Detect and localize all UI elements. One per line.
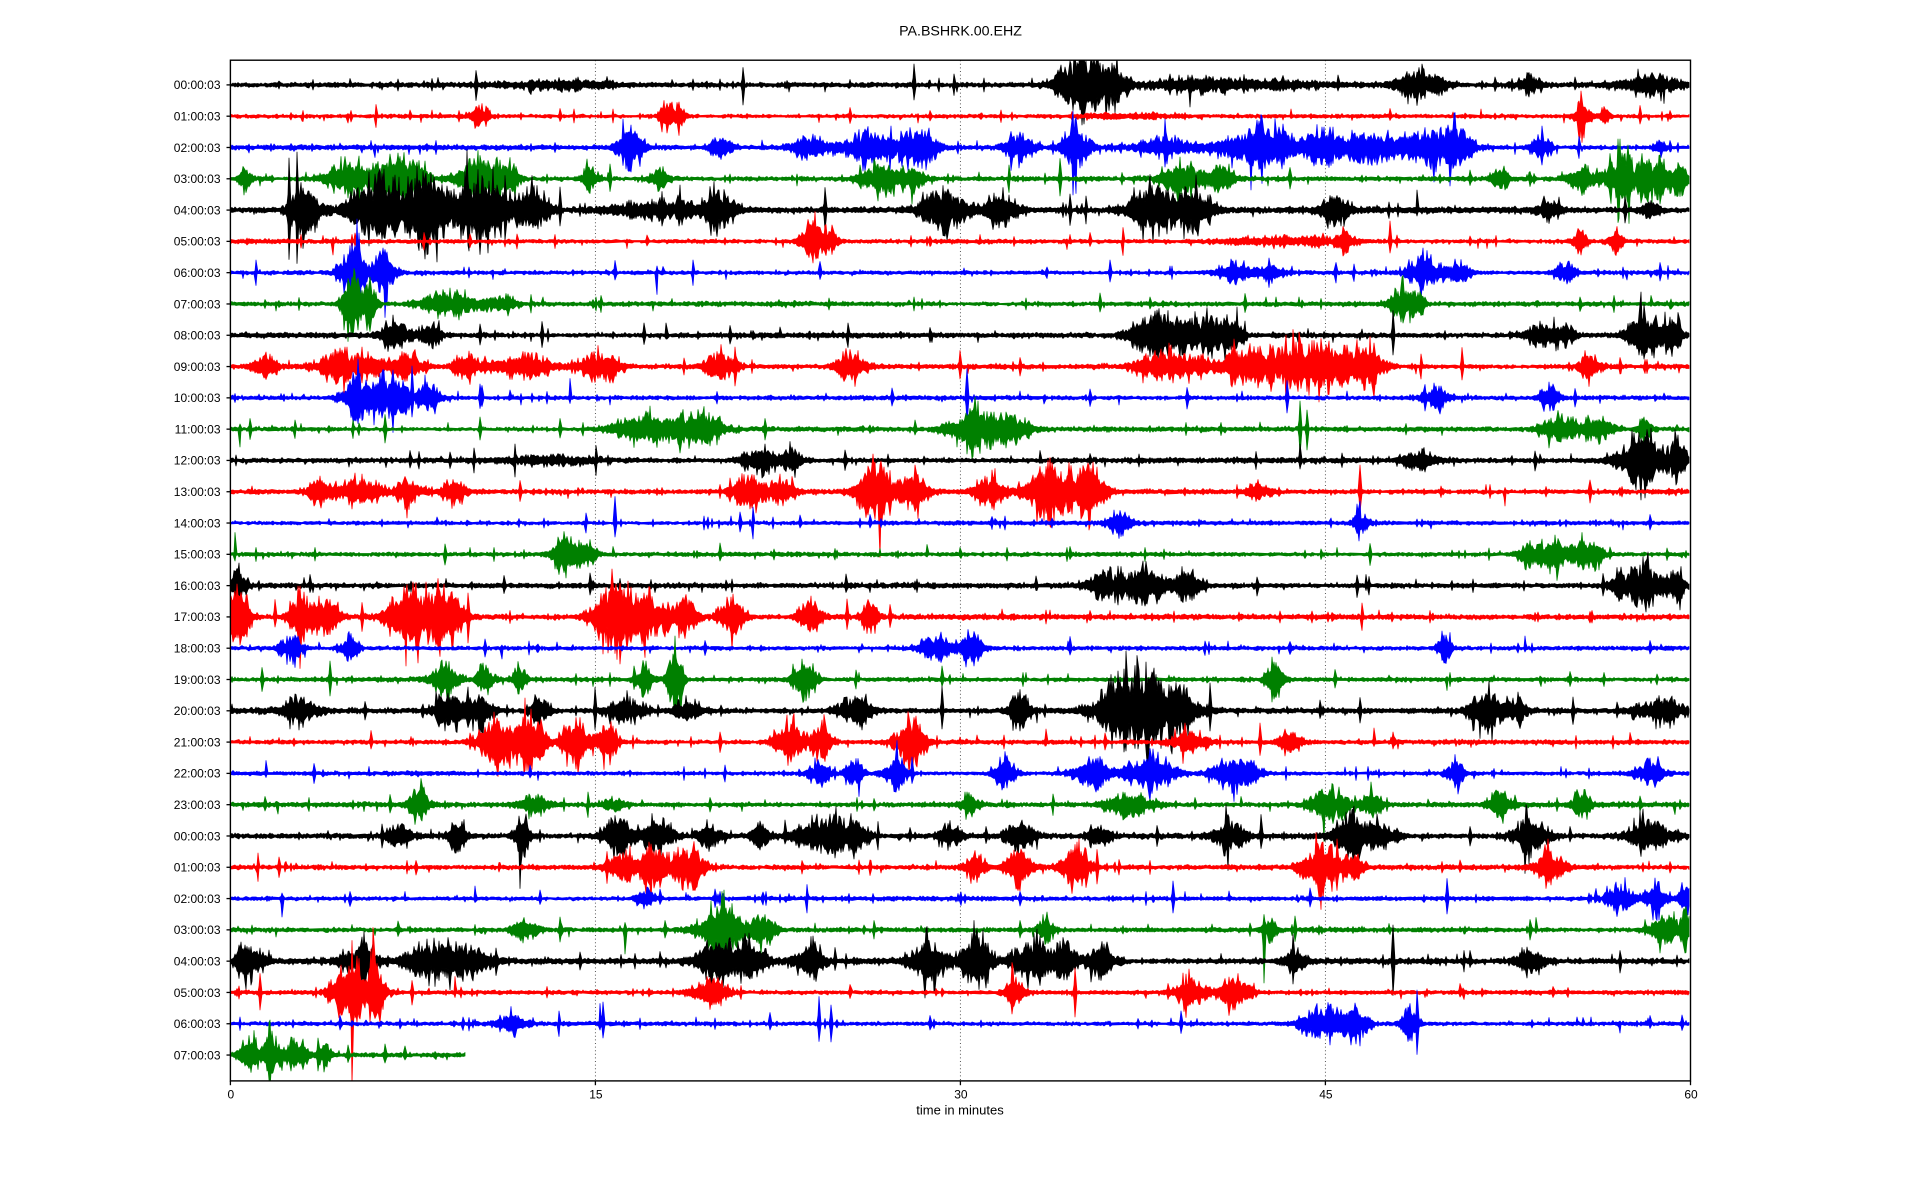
svg-text:23:00:03: 23:00:03 — [174, 798, 221, 812]
svg-text:19:00:03: 19:00:03 — [174, 673, 221, 687]
svg-text:00:00:03: 00:00:03 — [174, 78, 221, 92]
svg-text:00:00:03: 00:00:03 — [174, 829, 221, 843]
svg-text:06:00:03: 06:00:03 — [174, 1017, 221, 1031]
svg-text:14:00:03: 14:00:03 — [174, 516, 221, 530]
svg-text:09:00:03: 09:00:03 — [174, 360, 221, 374]
svg-text:08:00:03: 08:00:03 — [174, 329, 221, 343]
svg-text:20:00:03: 20:00:03 — [174, 704, 221, 718]
svg-text:01:00:03: 01:00:03 — [174, 110, 221, 124]
svg-text:11:00:03: 11:00:03 — [175, 422, 221, 436]
svg-text:02:00:03: 02:00:03 — [174, 141, 221, 155]
svg-text:02:00:03: 02:00:03 — [174, 892, 221, 906]
svg-text:03:00:03: 03:00:03 — [174, 172, 221, 186]
svg-text:10:00:03: 10:00:03 — [174, 391, 221, 405]
svg-text:06:00:03: 06:00:03 — [174, 266, 221, 280]
svg-text:17:00:03: 17:00:03 — [174, 610, 221, 624]
svg-text:30: 30 — [954, 1088, 968, 1102]
svg-text:05:00:03: 05:00:03 — [174, 986, 221, 1000]
svg-text:16:00:03: 16:00:03 — [174, 579, 221, 593]
svg-text:0: 0 — [228, 1088, 235, 1102]
svg-text:45: 45 — [1319, 1088, 1333, 1102]
svg-text:time in minutes: time in minutes — [916, 1102, 1004, 1117]
svg-text:13:00:03: 13:00:03 — [174, 485, 221, 499]
svg-text:15: 15 — [589, 1088, 603, 1102]
svg-text:21:00:03: 21:00:03 — [174, 735, 221, 749]
svg-text:07:00:03: 07:00:03 — [174, 1048, 221, 1062]
svg-text:15:00:03: 15:00:03 — [174, 548, 221, 562]
svg-text:12:00:03: 12:00:03 — [174, 454, 221, 468]
svg-text:01:00:03: 01:00:03 — [174, 861, 221, 875]
svg-text:04:00:03: 04:00:03 — [174, 203, 221, 217]
svg-text:04:00:03: 04:00:03 — [174, 955, 221, 969]
svg-text:03:00:03: 03:00:03 — [174, 923, 221, 937]
svg-text:60: 60 — [1684, 1088, 1698, 1102]
svg-text:PA.BSHRK.00.EHZ: PA.BSHRK.00.EHZ — [899, 24, 1022, 40]
svg-text:18:00:03: 18:00:03 — [174, 642, 221, 656]
svg-text:22:00:03: 22:00:03 — [174, 767, 221, 781]
svg-text:07:00:03: 07:00:03 — [174, 297, 221, 311]
svg-text:05:00:03: 05:00:03 — [174, 235, 221, 249]
